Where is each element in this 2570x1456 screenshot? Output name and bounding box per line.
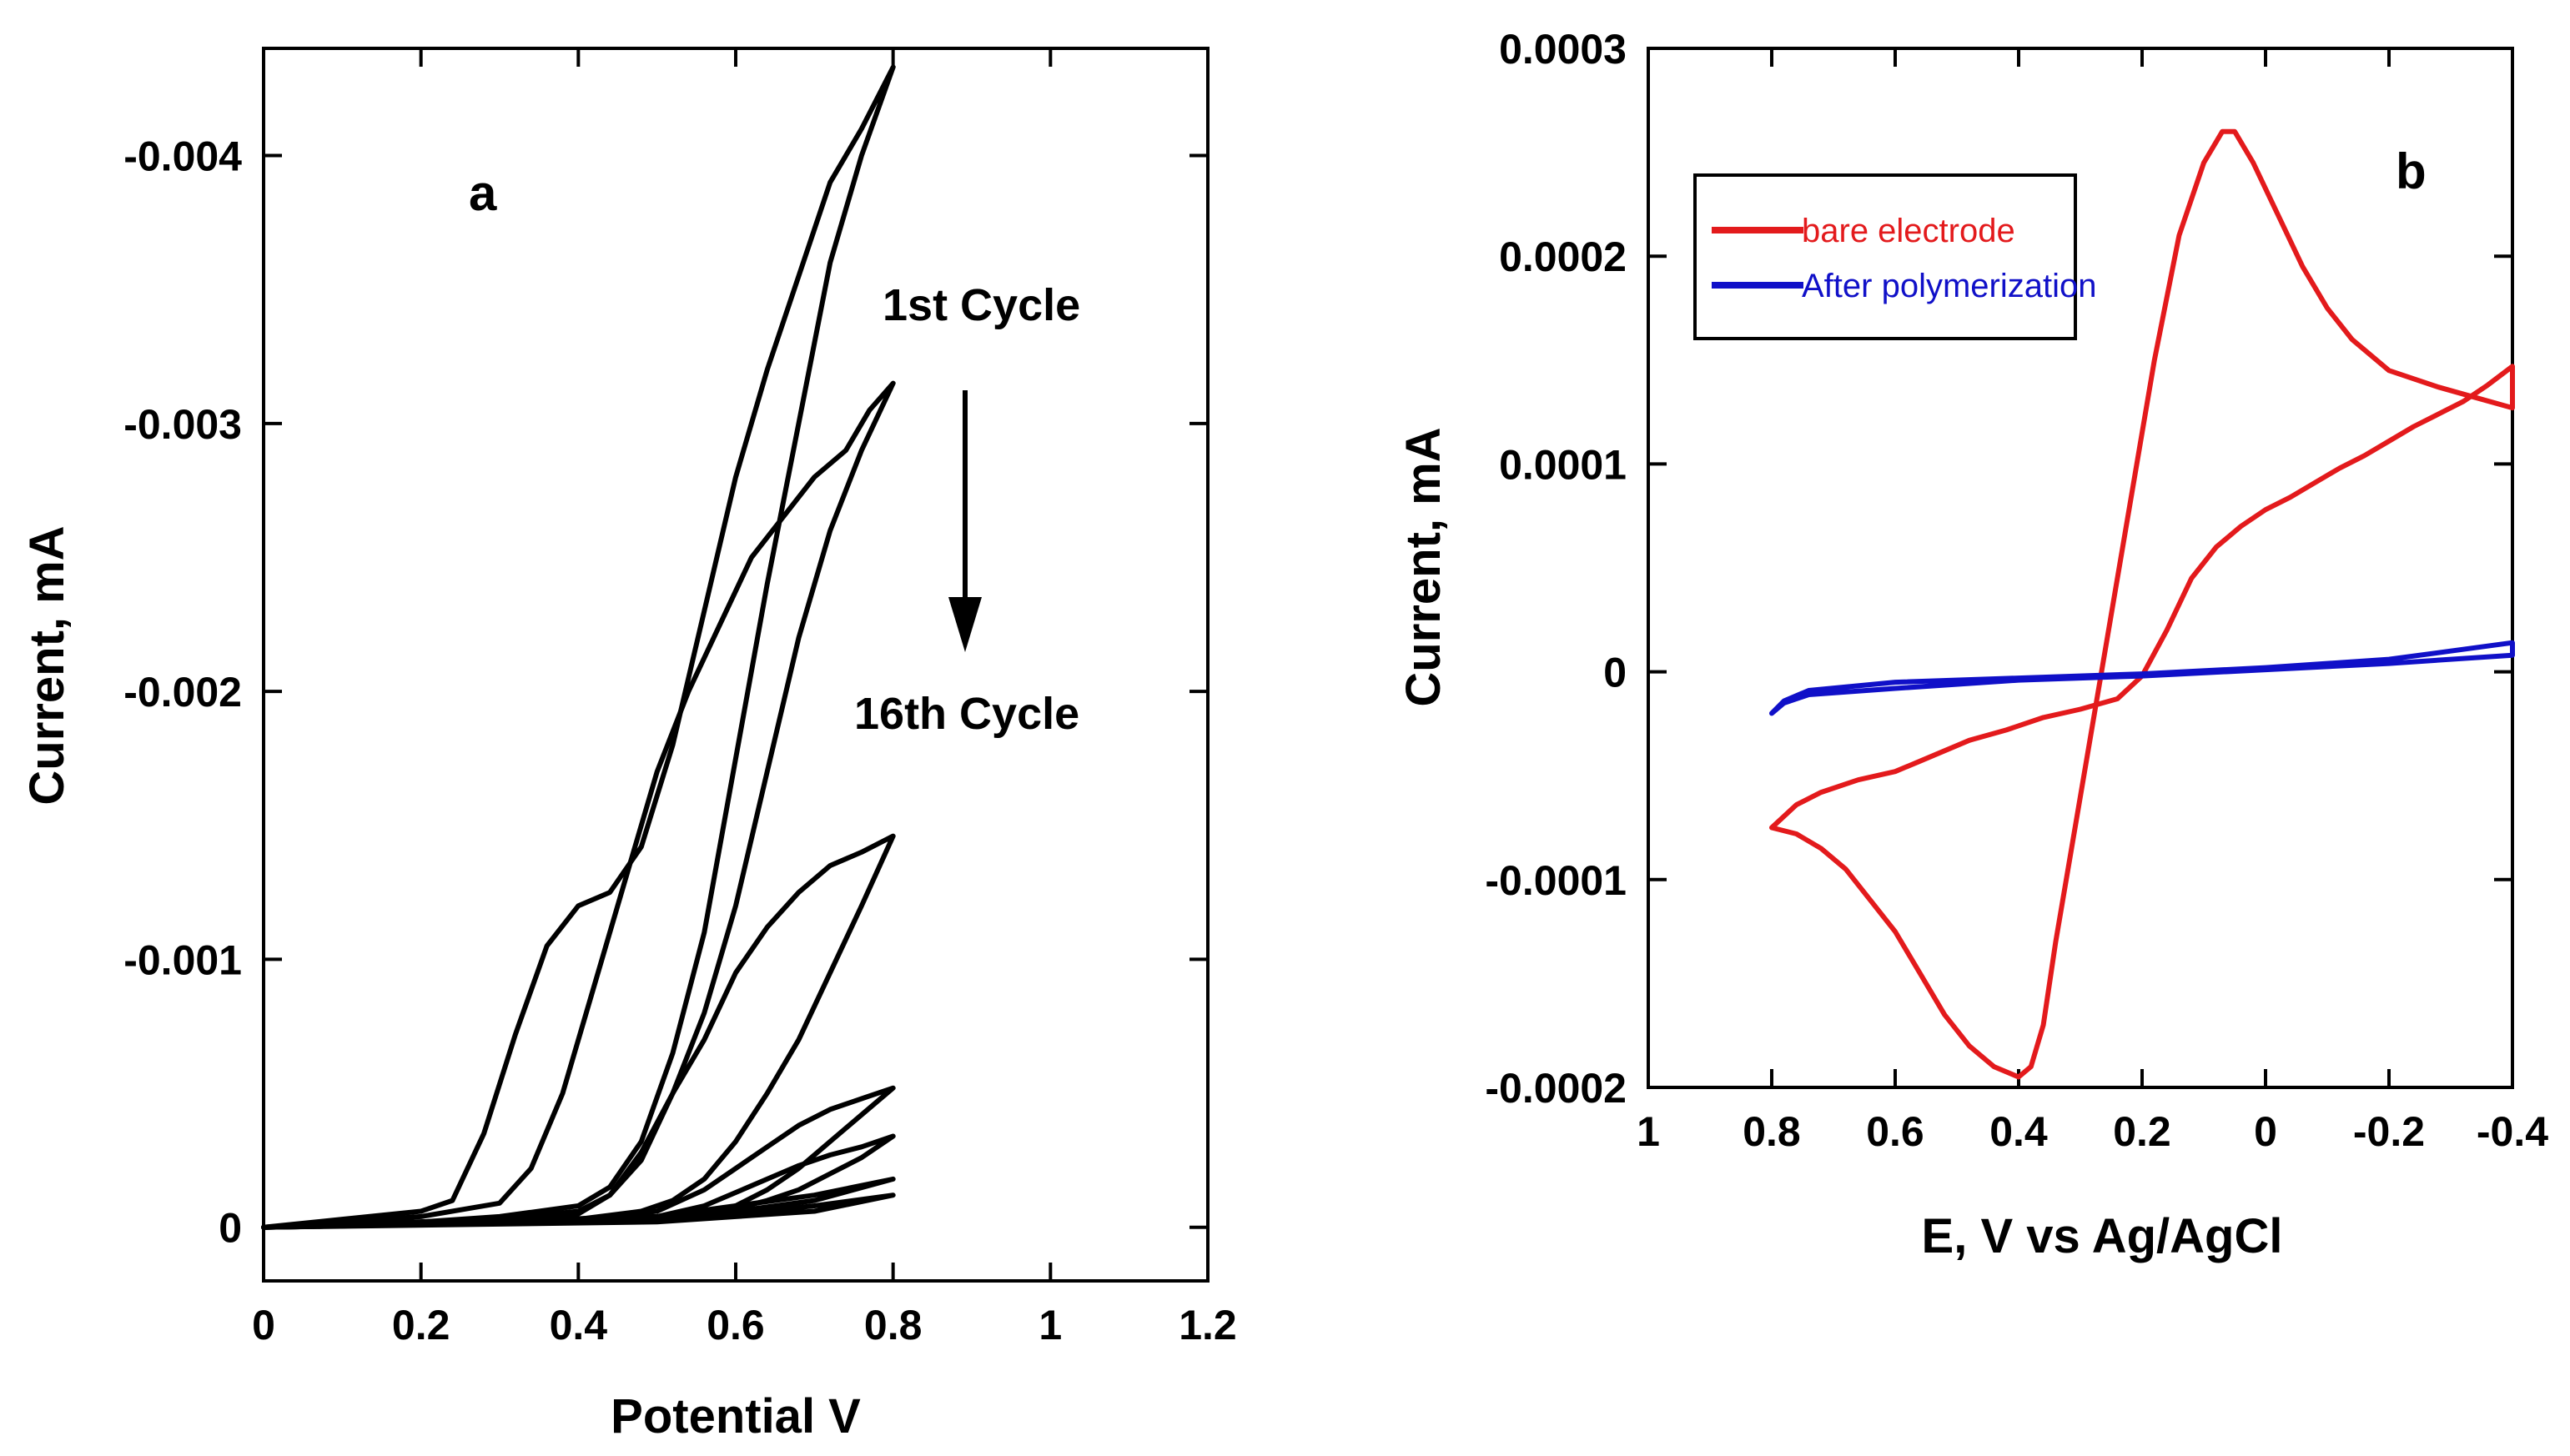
series-line-b-1 xyxy=(1769,128,2515,1080)
plot-frame-a xyxy=(262,47,1210,1283)
x-axis-label-b: E, V vs Ag/AgCl xyxy=(1922,1209,2283,1263)
series-line-a-2 xyxy=(261,380,896,1230)
y-tick-label: 0 xyxy=(219,1205,242,1252)
x-tick-label: 0.4 xyxy=(550,1302,608,1348)
legend-label-polymer: After polymerization xyxy=(1802,268,2096,304)
panel-label-a: a xyxy=(469,165,497,221)
arrow-icon xyxy=(948,390,982,652)
series-group-a xyxy=(261,64,896,1230)
y-tick-label: 0.0002 xyxy=(1499,233,1627,280)
x-tick-label: 0.8 xyxy=(1743,1108,1801,1155)
x-tick-label: 0 xyxy=(2254,1108,2277,1155)
x-axis-label-a: Potential V xyxy=(611,1389,861,1443)
y-tick-label: 0.0001 xyxy=(1499,441,1627,488)
chart-b: 1 0.8 0.6 0.4 0.2 0 -0.2 -0.4 -0.0002 -0.0001 0 0.0… xyxy=(1396,26,2548,1263)
y-tick-label: -0.004 xyxy=(123,133,242,180)
y-tick-label: -0.001 xyxy=(123,936,242,983)
y-tick-label: -0.003 xyxy=(123,401,242,448)
axis-ticks-a: 0 0.2 0.4 0.6 0.8 1 1.2 0 -0.001 -0.002 -0.003 -0.0… xyxy=(123,48,1237,1348)
series-group-b xyxy=(1769,128,2515,1080)
x-tick-label: 0.2 xyxy=(2113,1108,2171,1155)
x-tick-label: 0.6 xyxy=(1866,1108,1924,1155)
x-tick-label: 0.4 xyxy=(1989,1108,2048,1155)
y-axis-label-a: Current, mA xyxy=(20,525,74,805)
x-tick-label: 1 xyxy=(1637,1108,1660,1155)
y-tick-label: -0.002 xyxy=(123,669,242,715)
series-line-a-1 xyxy=(261,64,896,1230)
y-axis-label-b: Current, mA xyxy=(1396,427,1451,706)
series-line-a-7 xyxy=(261,1192,896,1230)
legend: bare electrode After polymerization xyxy=(1693,173,2096,340)
series-line-a-3 xyxy=(261,833,896,1230)
y-tick-label: 0.0003 xyxy=(1499,26,1627,73)
plot-frame-b xyxy=(1647,47,2514,1089)
panel-label-b: b xyxy=(2396,143,2427,199)
x-tick-label: 0.8 xyxy=(864,1302,923,1348)
x-tick-label: -0.2 xyxy=(2353,1108,2425,1155)
x-tick-label: 1 xyxy=(1039,1302,1062,1348)
x-tick-label: 1.2 xyxy=(1179,1302,1237,1348)
legend-box xyxy=(1693,173,2077,340)
x-tick-label: 0 xyxy=(252,1302,275,1348)
series-line-b-2 xyxy=(1769,640,2515,716)
y-tick-label: 0 xyxy=(1603,650,1627,696)
y-tick-label: -0.0001 xyxy=(1485,857,1627,904)
x-tick-label: 0.6 xyxy=(707,1302,765,1348)
chart-a: 0 0.2 0.4 0.6 0.8 1 1.2 0 -0.001 -0.002 -0.003 -0.0… xyxy=(20,47,1237,1443)
annotation-first-cycle: 1st Cycle xyxy=(883,280,1080,330)
axis-ticks-b: 1 0.8 0.6 0.4 0.2 0 -0.2 -0.4 -0.0002 -0.0001 0 0.0… xyxy=(1485,26,2548,1155)
x-tick-label: -0.4 xyxy=(2477,1108,2548,1155)
annotation-last-cycle: 16th Cycle xyxy=(854,689,1079,739)
y-tick-label: -0.0002 xyxy=(1485,1065,1627,1112)
legend-label-bare: bare electrode xyxy=(1802,213,2015,249)
x-tick-label: 0.2 xyxy=(392,1302,450,1348)
